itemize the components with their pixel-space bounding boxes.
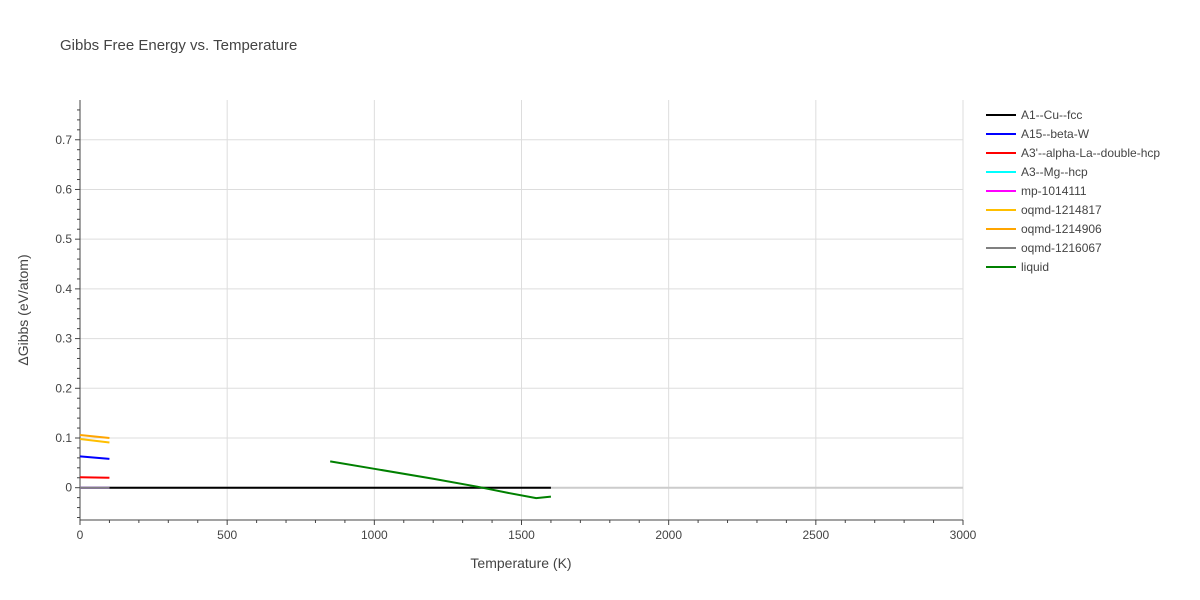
legend-label: A3'--alpha-La--double-hcp bbox=[1021, 146, 1160, 160]
legend-label: mp-1014111 bbox=[1021, 184, 1087, 198]
series-line-a3-alpha-la-double-hcp bbox=[79, 476, 110, 479]
grid-layer bbox=[80, 100, 964, 520]
legend-label: oqmd-1214906 bbox=[1021, 222, 1102, 236]
y-tick-label: 0.6 bbox=[55, 182, 72, 196]
series-line-liquid bbox=[330, 460, 552, 500]
y-tick-label: 0.1 bbox=[55, 431, 72, 445]
legend: A1--Cu--fcc A15--beta-W A3'--alpha-La--dou… bbox=[986, 108, 1160, 274]
x-axis-title: Temperature (K) bbox=[470, 555, 571, 571]
y-tick-label: 0.7 bbox=[55, 133, 72, 147]
series-layer bbox=[79, 434, 552, 500]
legend-item-a3-alpha-la-double-hcp[interactable]: A3'--alpha-La--double-hcp bbox=[986, 146, 1160, 160]
series-line-a15-beta-w bbox=[79, 455, 110, 460]
legend-item-mp-1014111[interactable]: mp-1014111 bbox=[986, 184, 1087, 198]
y-tick-label: 0.5 bbox=[55, 232, 72, 246]
legend-item-a1-cu-fcc[interactable]: A1--Cu--fcc bbox=[986, 108, 1082, 122]
axes-layer bbox=[75, 100, 964, 525]
legend-item-liquid[interactable]: liquid bbox=[986, 260, 1049, 274]
x-tick-label: 1500 bbox=[508, 528, 535, 542]
x-tick-label: 1000 bbox=[361, 528, 388, 542]
chart-title: Gibbs Free Energy vs. Temperature bbox=[60, 37, 297, 54]
series-line-oqmd-1214817 bbox=[79, 437, 110, 444]
y-axis-title: ΔGibbs (eV/atom) bbox=[15, 254, 31, 365]
legend-label: oqmd-1216067 bbox=[1021, 241, 1102, 255]
x-tick-label: 2000 bbox=[655, 528, 682, 542]
legend-label: A3--Mg--hcp bbox=[1021, 165, 1088, 179]
series-line-oqmd-1214906 bbox=[79, 434, 110, 439]
legend-item-a15-beta-w[interactable]: A15--beta-W bbox=[986, 127, 1090, 141]
y-tick-label: 0.4 bbox=[55, 282, 72, 296]
legend-item-a3-mg-hcp[interactable]: A3--Mg--hcp bbox=[986, 165, 1088, 179]
legend-label: A15--beta-W bbox=[1021, 127, 1090, 141]
x-tick-label: 500 bbox=[217, 528, 237, 542]
y-tick-label: 0 bbox=[65, 481, 72, 495]
tick-label-layer: 0 500 1000 1500 2000 2500 3000 0 0.1 0.2 0.3 0.4 0.5… bbox=[55, 133, 976, 542]
x-tick-label: 3000 bbox=[950, 528, 977, 542]
y-tick-label: 0.2 bbox=[55, 381, 72, 395]
y-tick-label: 0.3 bbox=[55, 332, 72, 346]
x-tick-label: 2500 bbox=[802, 528, 829, 542]
legend-item-oqmd-1214817[interactable]: oqmd-1214817 bbox=[986, 203, 1102, 217]
legend-label: oqmd-1214817 bbox=[1021, 203, 1102, 217]
legend-item-oqmd-1216067[interactable]: oqmd-1216067 bbox=[986, 241, 1102, 255]
x-tick-label: 0 bbox=[77, 528, 84, 542]
legend-label: liquid bbox=[1021, 260, 1049, 274]
legend-label: A1--Cu--fcc bbox=[1021, 108, 1082, 122]
legend-item-oqmd-1214906[interactable]: oqmd-1214906 bbox=[986, 222, 1102, 236]
